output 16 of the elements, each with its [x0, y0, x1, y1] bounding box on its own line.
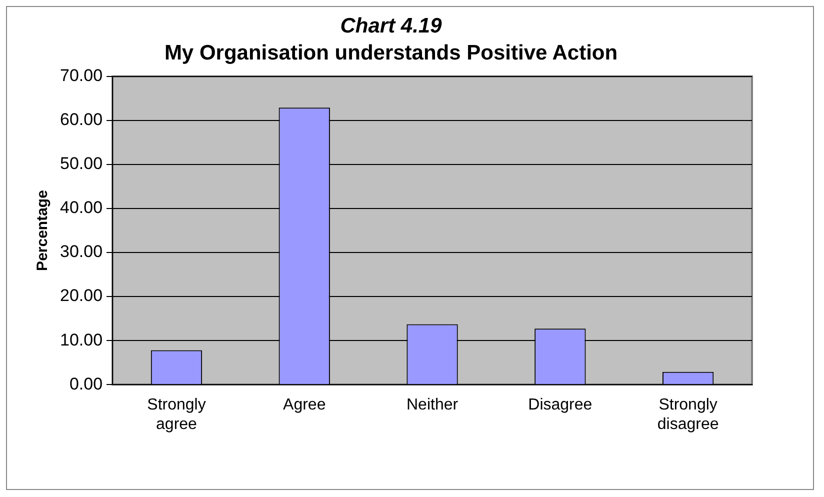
- y-tick-label: 10.00: [60, 330, 103, 350]
- x-tick-label: Strongly disagree: [657, 396, 719, 433]
- chart-title: Chart 4.19: [340, 14, 442, 38]
- y-axis-title: Percentage: [34, 190, 52, 271]
- y-tick-label: 30.00: [60, 242, 103, 262]
- y-tick-label: 40.00: [60, 198, 103, 218]
- x-tick-label: Strongly agree: [147, 396, 206, 433]
- y-tick-label: 0.00: [69, 374, 103, 394]
- y-tick-label: 70.00: [60, 66, 103, 86]
- y-tick-label: 60.00: [60, 110, 103, 130]
- x-tick-label: Agree: [283, 396, 326, 414]
- x-tick-label: Disagree: [528, 396, 592, 414]
- chart-subtitle: My Organisation understands Positive Action: [164, 42, 618, 65]
- y-tick-label: 50.00: [60, 154, 103, 174]
- x-tick-label: Neither: [406, 396, 459, 414]
- y-tick-label: 20.00: [60, 286, 103, 306]
